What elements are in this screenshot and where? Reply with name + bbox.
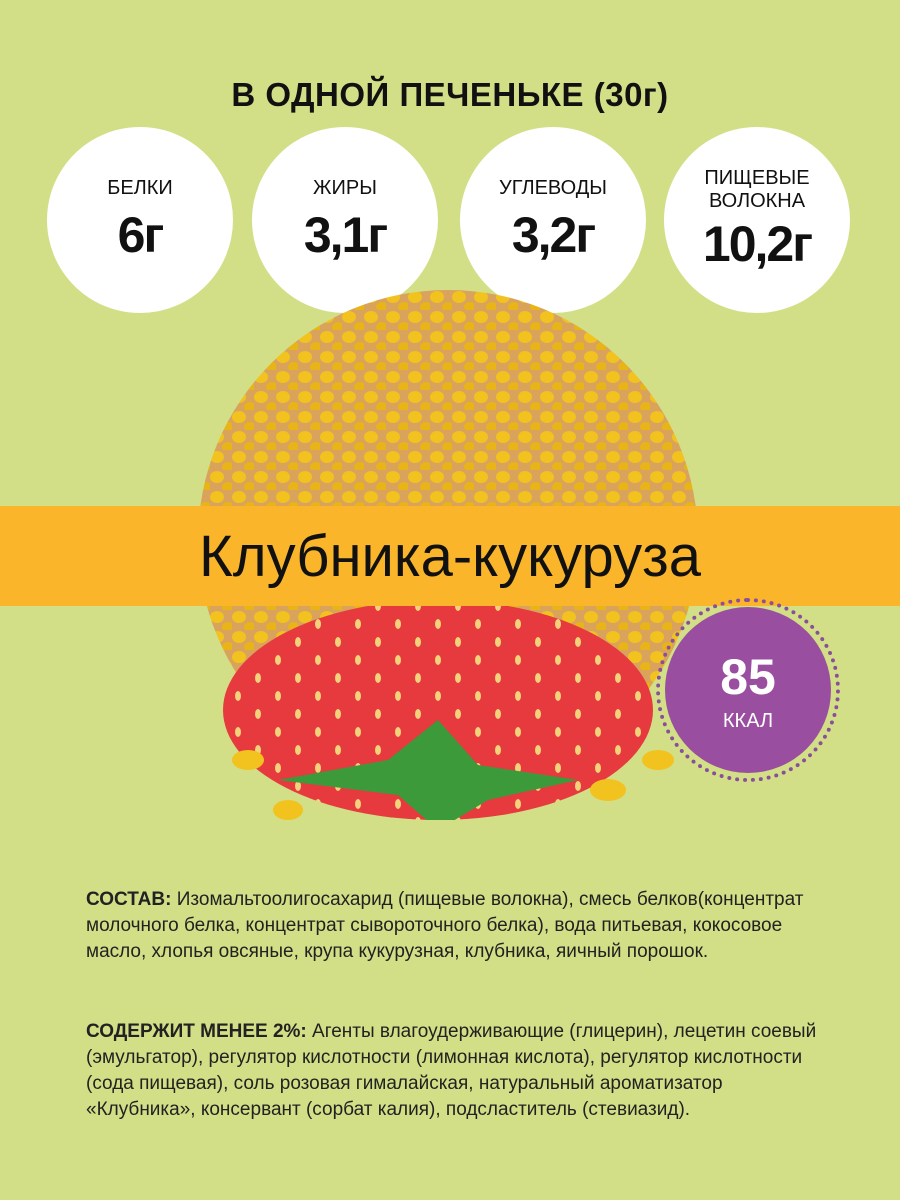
calorie-badge: 85 ККАЛ bbox=[665, 607, 831, 773]
nutrient-label: УГЛЕВОДЫ bbox=[499, 176, 607, 199]
nutrient-fiber: ПИЩЕВЫЕ ВОЛОКНА 10,2г bbox=[664, 127, 850, 313]
nutrient-label: БЕЛКИ bbox=[107, 176, 173, 199]
nutrient-value: 6г bbox=[117, 206, 165, 263]
composition-label: СОСТАВ: bbox=[86, 889, 172, 910]
page-title: В ОДНОЙ ПЕЧЕНЬКЕ (30г) bbox=[231, 76, 669, 113]
calorie-value: 85 bbox=[720, 648, 776, 705]
nutrient-fat: ЖИРЫ 3,1г bbox=[252, 127, 438, 313]
calorie-badge-ring bbox=[656, 598, 840, 782]
composition-text: СОСТАВ: Изомальтоолигосахарид (пищевые в… bbox=[86, 887, 826, 965]
composition-body: Изомальтоолигосахарид (пищевые волокна),… bbox=[86, 889, 804, 962]
nutrient-label: ЖИРЫ bbox=[313, 176, 377, 199]
nutrient-protein: БЕЛКИ 6г bbox=[47, 127, 233, 313]
flavor-banner: Клубника-кукуруза bbox=[0, 506, 900, 606]
nutrient-value: 3,1г bbox=[303, 206, 388, 263]
minor-ingredients-text: СОДЕРЖИТ МЕНЕЕ 2%: Агенты влагоудерживаю… bbox=[86, 1019, 826, 1123]
nutrient-value: 10,2г bbox=[702, 216, 813, 272]
nutrient-carbs: УГЛЕВОДЫ 3,2г bbox=[460, 127, 646, 313]
calorie-unit: ККАЛ bbox=[722, 709, 774, 732]
minor-label: СОДЕРЖИТ МЕНЕЕ 2%: bbox=[86, 1021, 307, 1042]
nutrient-value: 3,2г bbox=[511, 206, 596, 263]
nutrient-label: ПИЩЕВЫЕ ВОЛОКНА bbox=[704, 167, 810, 212]
minor-body: Агенты влагоудерживающие (глицерин), лец… bbox=[86, 1021, 817, 1120]
